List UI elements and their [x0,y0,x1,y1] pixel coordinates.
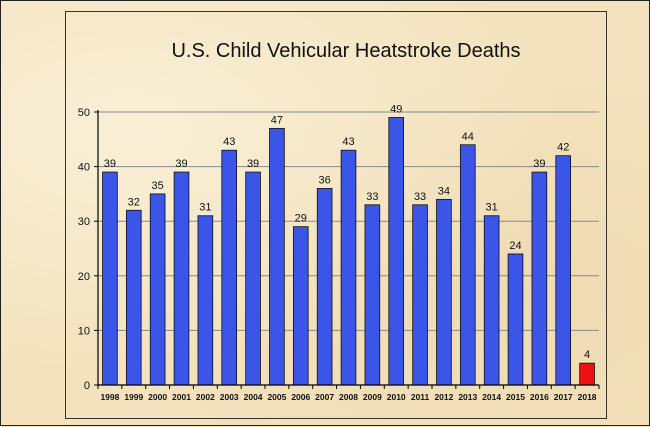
data-label-1999: 32 [128,196,140,208]
bar-2008 [340,149,357,386]
data-label-2013: 44 [462,131,474,143]
x-tick-label: 2017 [554,392,573,402]
x-tick-label: 2018 [578,392,597,402]
bar-1999 [125,209,142,386]
y-tick-label: 10 [78,325,90,337]
bar-2002 [197,215,214,386]
chart-frame [65,11,607,419]
bar-2007 [316,188,333,386]
y-tick-label: 0 [84,380,90,392]
bar-2001 [173,171,190,386]
bars [102,117,595,386]
x-tick-label: 2012 [434,392,453,402]
labels: 0 10 20 30 40 50 39 1998 32 1999 35 2000 39 2001 31 200… [78,103,597,402]
bar-2011 [412,204,428,386]
bar-2000 [149,193,166,386]
data-label-2005: 47 [271,114,283,126]
x-tick-label: 2006 [291,392,310,402]
bar-2009 [364,204,381,386]
x-tick-label: 2010 [387,392,406,402]
x-tick-label: 2007 [315,392,334,402]
data-label-2015: 24 [509,240,521,252]
x-tick-label: 2015 [506,392,525,402]
x-tick-label: 2009 [363,392,382,402]
data-label-2004: 39 [247,158,259,170]
x-tick-label: 2008 [339,392,358,402]
bar-2012 [436,198,452,386]
bar-2003 [221,149,238,386]
x-tick-label: 2013 [458,392,477,402]
bar-2017 [555,155,572,386]
data-label-2012: 34 [438,185,450,197]
data-label-2016: 39 [533,158,545,170]
data-label-2006: 29 [295,213,307,225]
x-tick-label: 1999 [124,392,143,402]
x-tick-label: 2016 [530,392,549,402]
data-label-2001: 39 [175,158,187,170]
y-tick-label: 40 [78,162,90,174]
data-label-2003: 43 [223,136,235,148]
bar-2016 [531,171,548,386]
data-label-2007: 36 [319,174,331,186]
x-tick-label: 2001 [172,392,191,402]
bar-1998 [102,171,118,386]
chart-title: U.S. Child Vehicular Heatstroke Deaths [171,40,520,62]
bar-2005 [269,127,285,386]
y-tick-label: 20 [78,271,90,283]
bar-2018 [579,362,595,386]
x-tick-label: 2004 [244,392,263,402]
bar-2015 [507,253,524,386]
data-label-2009: 33 [366,191,378,203]
bar-2006 [292,226,309,386]
bar-2010 [388,117,405,386]
x-tick-label: 1998 [100,392,119,402]
data-label-2014: 31 [486,202,498,214]
data-label-2010: 49 [390,103,402,115]
data-label-2018: 4 [584,349,590,361]
data-label-1998: 39 [104,158,116,170]
bar-2004 [245,171,261,386]
x-tick-label: 2002 [196,392,215,402]
x-tick-label: 2014 [482,392,501,402]
y-tick-label: 50 [78,107,90,119]
x-tick-label: 2011 [411,392,430,402]
data-label-2017: 42 [557,142,569,154]
y-tick-label: 30 [78,216,90,228]
data-label-2002: 31 [199,202,211,214]
axes [94,110,600,389]
data-label-2011: 33 [414,191,426,203]
x-tick-label: 2003 [220,392,239,402]
data-label-2000: 35 [152,180,164,192]
data-label-2008: 43 [342,136,354,148]
bar-2013 [459,144,476,386]
x-tick-label: 2005 [267,392,286,402]
bar-2014 [483,215,500,386]
x-tick-label: 2000 [148,392,167,402]
